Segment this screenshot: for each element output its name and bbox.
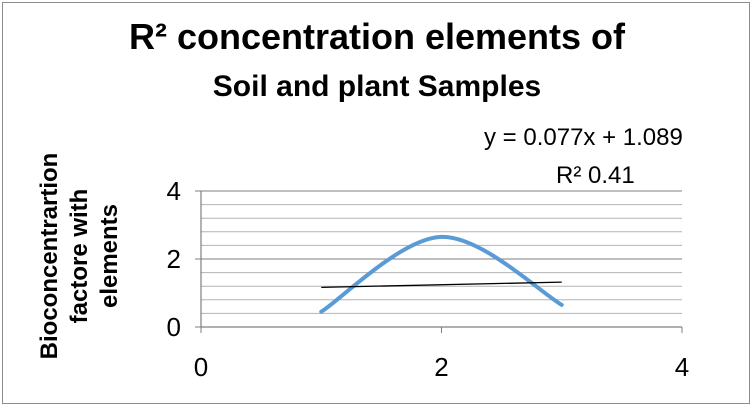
chart-title-line-1: R² concentration elements of bbox=[128, 16, 626, 57]
x-tick-label: 2 bbox=[434, 352, 448, 382]
r-squared-label: R² 0.41 bbox=[556, 162, 635, 189]
y-tick-label: 0 bbox=[167, 312, 181, 342]
axes bbox=[195, 190, 683, 333]
chart-area bbox=[2, 2, 750, 404]
gridlines bbox=[201, 190, 682, 314]
y-tick-label: 4 bbox=[167, 176, 181, 206]
chart-title-line-2: Soil and plant Samples bbox=[212, 70, 542, 103]
y-tick-label: 2 bbox=[167, 244, 181, 274]
trendline bbox=[321, 281, 562, 289]
series-line bbox=[319, 234, 564, 314]
x-tick-label: 0 bbox=[194, 352, 208, 382]
trendline-equation: y = 0.077x + 1.089 bbox=[484, 124, 683, 151]
data-series bbox=[319, 234, 564, 314]
tick-labels: 0 2 4 0 2 4 bbox=[167, 176, 690, 382]
x-tick-label: 4 bbox=[675, 352, 689, 382]
